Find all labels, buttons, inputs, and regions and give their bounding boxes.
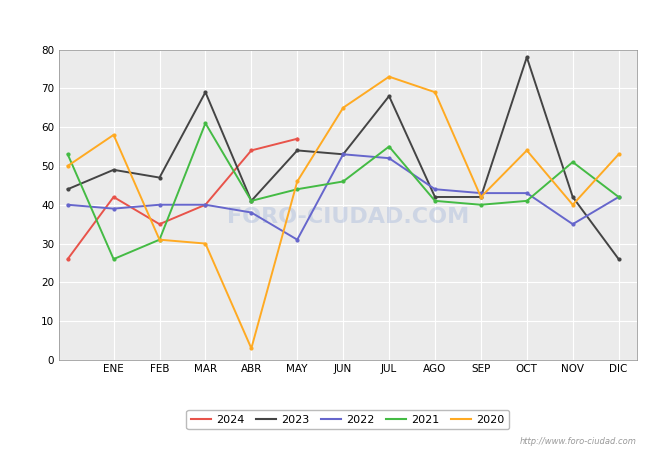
2020 (431, 90, 439, 95)
2021 (477, 202, 485, 207)
2023 (110, 167, 118, 172)
2021 (110, 256, 118, 262)
2023 (523, 54, 530, 60)
Line: 2023: 2023 (66, 56, 620, 261)
2021 (293, 187, 301, 192)
Line: 2021: 2021 (66, 122, 620, 261)
2021 (155, 237, 163, 243)
2020 (477, 194, 485, 200)
2020 (110, 132, 118, 138)
Legend: 2024, 2023, 2022, 2021, 2020: 2024, 2023, 2022, 2021, 2020 (187, 410, 509, 429)
2021 (523, 198, 530, 203)
2023 (293, 148, 301, 153)
2020 (569, 202, 577, 207)
2023 (64, 187, 72, 192)
2022 (202, 202, 209, 207)
2024 (64, 256, 72, 262)
2023 (431, 194, 439, 200)
2023 (385, 94, 393, 99)
2023 (477, 194, 485, 200)
2020 (155, 237, 163, 243)
2021 (202, 121, 209, 126)
2022 (477, 190, 485, 196)
2024 (110, 194, 118, 200)
2020 (385, 74, 393, 79)
2023 (569, 194, 577, 200)
2024 (155, 221, 163, 227)
2022 (155, 202, 163, 207)
2022 (431, 187, 439, 192)
2022 (339, 152, 347, 157)
2022 (385, 156, 393, 161)
2020 (523, 148, 530, 153)
2022 (615, 194, 623, 200)
Text: FORO-CIUDAD.COM: FORO-CIUDAD.COM (227, 207, 469, 227)
2021 (385, 144, 393, 149)
2021 (64, 152, 72, 157)
2020 (64, 163, 72, 169)
2024 (293, 136, 301, 141)
2020 (615, 152, 623, 157)
2023 (248, 198, 255, 203)
2023 (155, 175, 163, 180)
2021 (431, 198, 439, 203)
2022 (569, 221, 577, 227)
2024 (202, 202, 209, 207)
2020 (293, 179, 301, 184)
Text: Matriculaciones de Vehiculos en Ronda: Matriculaciones de Vehiculos en Ronda (176, 13, 474, 28)
2024 (248, 148, 255, 153)
2020 (202, 241, 209, 246)
2023 (202, 90, 209, 95)
2023 (339, 152, 347, 157)
Line: 2024: 2024 (66, 137, 298, 261)
2023 (615, 256, 623, 262)
2020 (248, 346, 255, 351)
2021 (248, 198, 255, 203)
2022 (248, 210, 255, 215)
2021 (569, 159, 577, 165)
2022 (64, 202, 72, 207)
2022 (523, 190, 530, 196)
Line: 2022: 2022 (66, 153, 620, 241)
2021 (339, 179, 347, 184)
Text: http://www.foro-ciudad.com: http://www.foro-ciudad.com (520, 436, 637, 446)
2020 (339, 105, 347, 110)
2022 (293, 237, 301, 243)
Line: 2020: 2020 (66, 75, 620, 350)
2021 (615, 194, 623, 200)
2022 (110, 206, 118, 211)
